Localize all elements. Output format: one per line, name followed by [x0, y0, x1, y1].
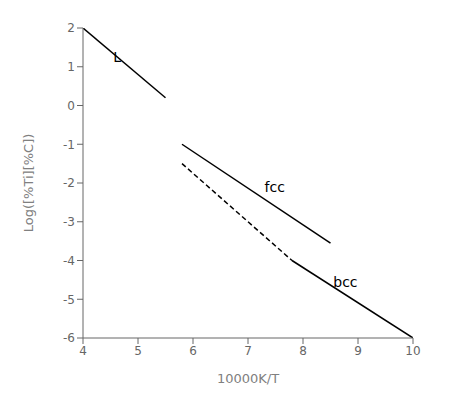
svg-text:10: 10: [405, 344, 420, 358]
svg-text:7: 7: [244, 344, 252, 358]
svg-text:-6: -6: [63, 331, 75, 345]
svg-text:4: 4: [79, 344, 87, 358]
svg-text:-2: -2: [63, 176, 75, 190]
svg-text:fcc: fcc: [265, 179, 285, 195]
svg-text:bcc: bcc: [333, 274, 357, 290]
svg-text:-1: -1: [63, 138, 75, 152]
svg-text:5: 5: [134, 344, 142, 358]
svg-text:9: 9: [354, 344, 362, 358]
svg-text:1: 1: [67, 60, 75, 74]
svg-text:2: 2: [67, 21, 75, 35]
svg-text:10000K/T: 10000K/T: [217, 371, 279, 386]
svg-text:-4: -4: [63, 254, 75, 268]
svg-text:-5: -5: [63, 293, 75, 307]
svg-text:8: 8: [299, 344, 307, 358]
svg-text:Log([%Ti][%C]): Log([%Ti][%C]): [21, 134, 36, 233]
svg-text:-3: -3: [63, 215, 75, 229]
svg-text:L: L: [113, 49, 121, 65]
svg-text:0: 0: [67, 99, 75, 113]
svg-text:6: 6: [189, 344, 197, 358]
